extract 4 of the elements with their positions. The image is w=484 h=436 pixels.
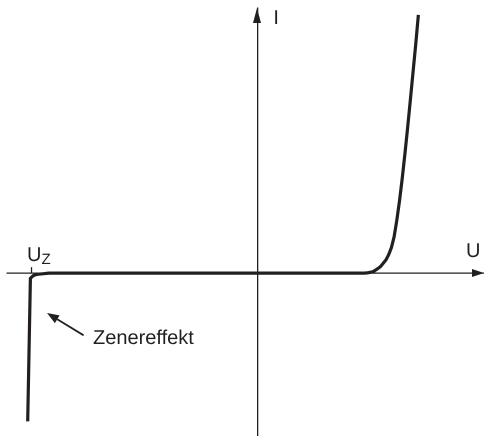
annotation: U$_{Z}$	[27, 244, 51, 268]
x-axis-title: U	[466, 240, 480, 262]
y-axis-title: I	[273, 6, 279, 28]
annotation: Zenereffekt	[93, 327, 194, 350]
